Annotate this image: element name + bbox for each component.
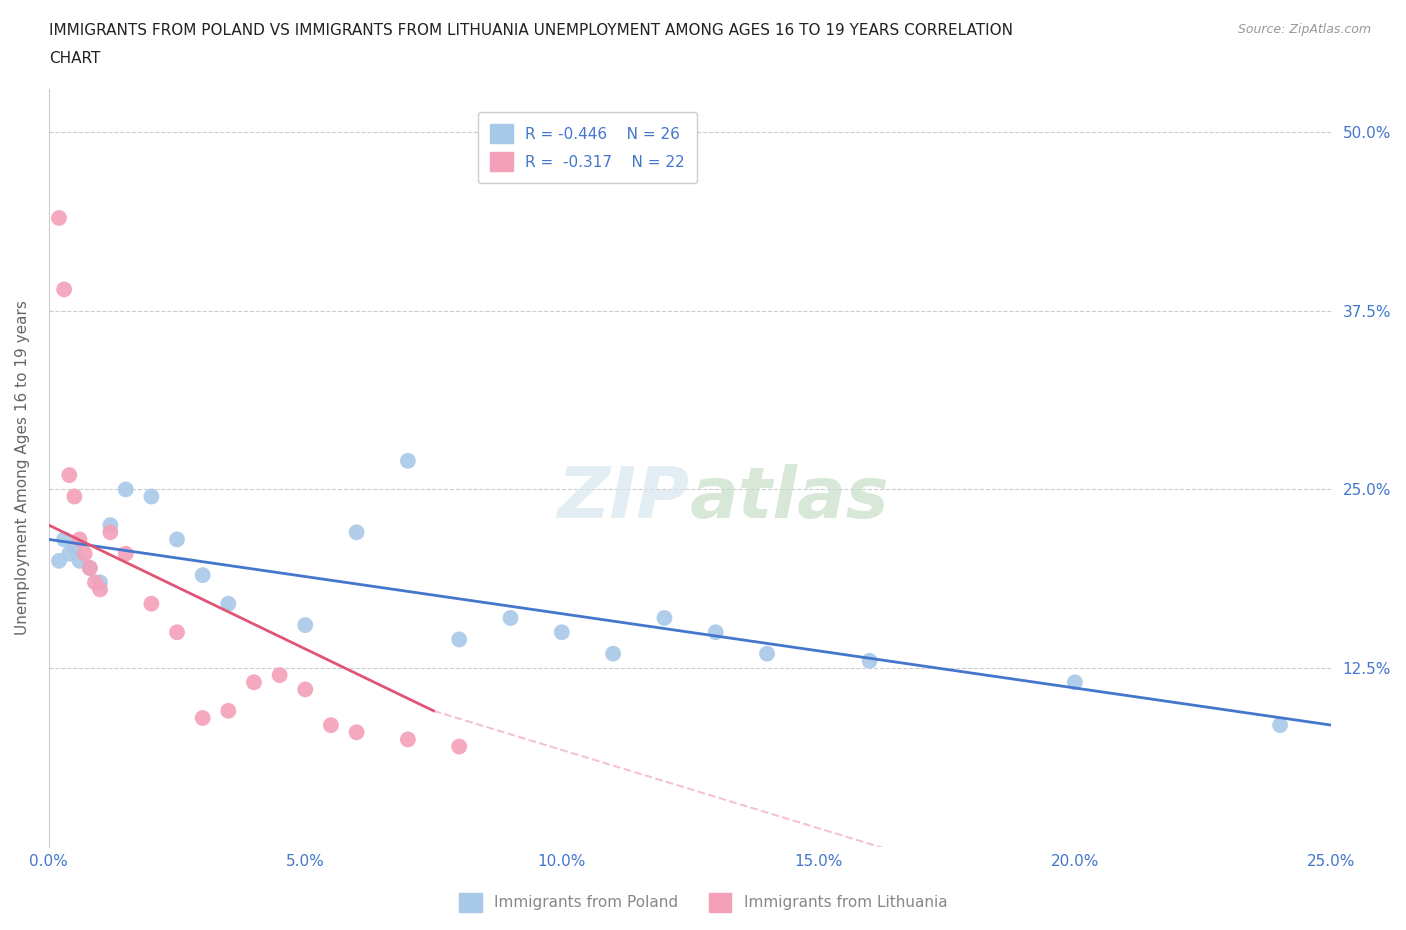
Point [602, 646, 624, 661]
Point [79, 561, 101, 576]
Point [449, 739, 471, 754]
Point [63, 539, 86, 554]
Point [48, 553, 70, 568]
Point [141, 489, 163, 504]
Point [89, 582, 111, 597]
Text: IMMIGRANTS FROM POLAND VS IMMIGRANTS FROM LITHUANIA UNEMPLOYMENT AMONG AGES 16 T: IMMIGRANTS FROM POLAND VS IMMIGRANTS FRO… [49, 23, 1014, 38]
Point [449, 632, 471, 647]
Point [58, 546, 80, 561]
Point [396, 732, 419, 747]
Point [1063, 675, 1085, 690]
Point [114, 546, 136, 561]
Point [191, 711, 214, 725]
Text: atlas: atlas [690, 464, 890, 533]
Point [551, 625, 574, 640]
Point [191, 567, 214, 582]
Legend: Immigrants from Poland, Immigrants from Lithuania: Immigrants from Poland, Immigrants from … [453, 887, 953, 918]
Y-axis label: Unemployment Among Ages 16 to 19 years: Unemployment Among Ages 16 to 19 years [15, 300, 30, 635]
Point [243, 675, 266, 690]
Legend: R = -0.446    N = 26, R =  -0.317    N = 22: R = -0.446 N = 26, R = -0.317 N = 22 [478, 113, 697, 183]
Point [294, 682, 316, 697]
Point [73, 546, 96, 561]
Point [756, 646, 779, 661]
Text: ZIP: ZIP [558, 464, 690, 533]
Point [319, 718, 342, 733]
Point [48, 210, 70, 225]
Point [79, 561, 101, 576]
Point [69, 532, 91, 547]
Point [859, 654, 882, 669]
Point [166, 625, 188, 640]
Point [346, 724, 368, 739]
Point [141, 596, 163, 611]
Point [53, 282, 76, 297]
Point [217, 703, 239, 718]
Point [499, 610, 522, 625]
Point [114, 482, 136, 497]
Point [346, 525, 368, 539]
Point [654, 610, 676, 625]
Point [98, 525, 121, 539]
Point [58, 468, 80, 483]
Point [89, 575, 111, 590]
Point [63, 489, 86, 504]
Point [84, 575, 107, 590]
Text: Source: ZipAtlas.com: Source: ZipAtlas.com [1237, 23, 1371, 36]
Point [269, 668, 291, 683]
Point [1268, 718, 1291, 733]
Point [69, 553, 91, 568]
Point [53, 532, 76, 547]
Point [166, 532, 188, 547]
Point [217, 596, 239, 611]
Point [294, 618, 316, 632]
Point [704, 625, 727, 640]
Point [396, 454, 419, 469]
Point [98, 518, 121, 533]
Text: CHART: CHART [49, 51, 101, 66]
